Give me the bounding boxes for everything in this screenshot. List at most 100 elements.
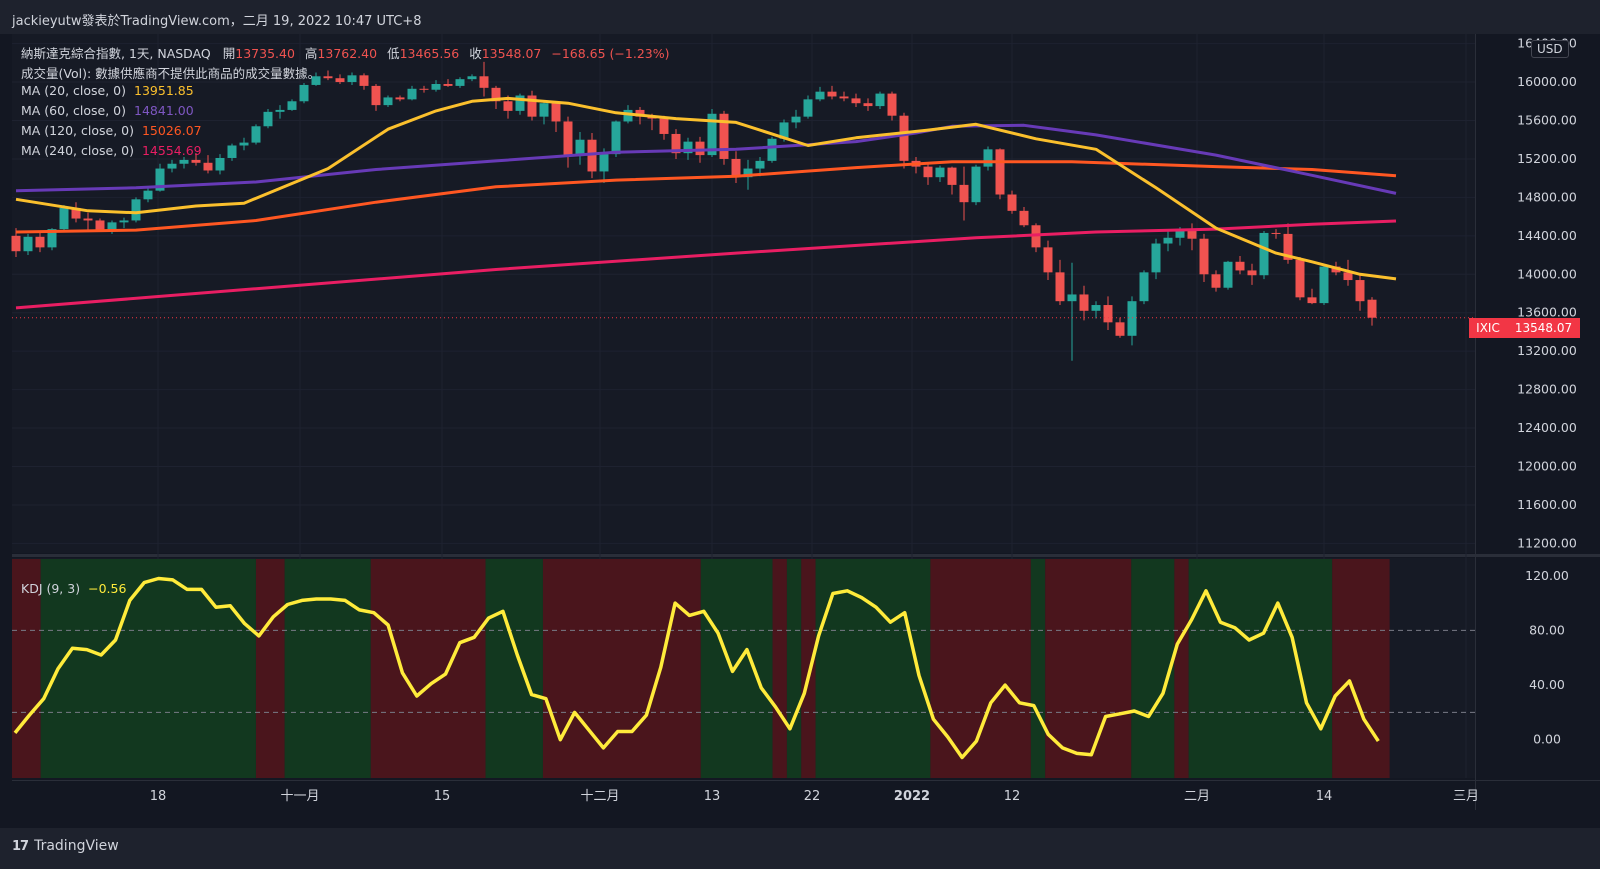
y-tick-label: 11600.00 xyxy=(1517,497,1577,512)
candle-body xyxy=(623,109,633,122)
candle-body xyxy=(1043,247,1053,273)
candle-body xyxy=(455,79,465,86)
candle-body xyxy=(815,91,825,100)
close-value: 13548.07 xyxy=(481,46,542,61)
y-tick-label: 12000.00 xyxy=(1517,459,1577,474)
x-tick-label: 十一月 xyxy=(280,789,319,804)
ma60-legend: MA (60, close, 0) 14841.00 xyxy=(21,103,194,118)
candle-body xyxy=(47,229,57,248)
publisher-bar: jackieyutw發表於TradingView.com，二月 19, 2022… xyxy=(0,0,1600,34)
bull-regime-band xyxy=(1188,559,1333,778)
bull-regime-band xyxy=(815,559,931,778)
volume-note: 成交量(Vol): 數據供應商不提供此商品的成交量數據。 xyxy=(21,66,321,81)
candle-body xyxy=(287,101,297,110)
kdj-y-tick-label: 0.00 xyxy=(1533,732,1561,747)
candle-body xyxy=(371,85,381,106)
candle-body xyxy=(1319,266,1329,304)
bear-regime-band xyxy=(1174,559,1189,778)
currency-button[interactable]: USD xyxy=(1531,40,1569,58)
candle-body xyxy=(1211,274,1221,288)
bear-regime-band xyxy=(370,559,486,778)
candle-body xyxy=(263,111,273,127)
bear-regime-band xyxy=(801,559,816,778)
candle-body xyxy=(947,167,957,185)
candles-group xyxy=(11,61,1377,361)
candle-body xyxy=(1223,261,1233,288)
brand-text: TradingView xyxy=(34,838,119,854)
kdj-y-tick-label: 120.00 xyxy=(1525,568,1569,583)
symbol-legend: 納斯達克綜合指數, 1天, NASDAQ 開13735.40 高13762.40… xyxy=(21,43,670,62)
bear-regime-band xyxy=(1332,559,1390,778)
candle-body xyxy=(299,84,309,102)
y-tick-label: 13600.00 xyxy=(1517,305,1577,320)
last-price-symbol: IXIC xyxy=(1469,318,1507,338)
high-label: 高 xyxy=(304,46,318,61)
x-tick-label: 二月 xyxy=(1184,789,1210,804)
ma120-legend: MA (120, close, 0) 15026.07 xyxy=(21,123,202,138)
candle-body xyxy=(431,83,441,90)
candle-body xyxy=(1367,299,1377,318)
y-tick-label: 15600.00 xyxy=(1517,113,1577,128)
candle-body xyxy=(1067,294,1077,302)
candle-body xyxy=(83,218,93,221)
bear-regime-band xyxy=(542,559,701,778)
candle-body xyxy=(1091,305,1101,311)
y-tick-label: 14000.00 xyxy=(1517,266,1577,281)
candle-body xyxy=(563,121,573,157)
bull-regime-band xyxy=(40,559,256,778)
candle-body xyxy=(923,166,933,178)
candle-body xyxy=(191,159,201,163)
candle-body xyxy=(1115,322,1125,336)
candle-body xyxy=(731,158,741,178)
candle-body xyxy=(611,121,621,155)
ma20-line xyxy=(15,96,1397,281)
candle-body xyxy=(1139,272,1149,302)
candle-body xyxy=(1175,230,1185,238)
candle-body xyxy=(1187,230,1197,239)
bear-regime-band xyxy=(1045,559,1132,778)
x-tick-label: 12 xyxy=(1004,789,1021,804)
x-tick-label: 13 xyxy=(704,789,721,804)
kdj-y-tick-label: 40.00 xyxy=(1529,677,1565,692)
candle-body xyxy=(1127,301,1137,336)
kdj-y-tick-label: 80.00 xyxy=(1529,622,1565,637)
candle-body xyxy=(131,199,141,221)
x-tick-label: 2022 xyxy=(894,789,930,804)
candle-body xyxy=(11,235,21,252)
bear-regime-band xyxy=(255,559,285,778)
candle-body xyxy=(239,142,249,146)
x-tick-label: 18 xyxy=(150,789,167,804)
candle-body xyxy=(407,88,417,100)
x-tick-label: 十二月 xyxy=(580,789,619,804)
tradingview-brand[interactable]: 17 TradingView xyxy=(12,838,119,854)
candle-body xyxy=(527,95,537,117)
last-price-value: 13548.07 xyxy=(1507,318,1580,338)
x-tick-label: 三月 xyxy=(1453,789,1479,804)
candle-body xyxy=(683,141,693,154)
candle-body xyxy=(311,76,321,85)
kdj-label: KDJ (9, 3) xyxy=(21,581,81,596)
ma20-value: 13951.85 xyxy=(134,83,194,98)
candle-body xyxy=(395,97,405,100)
candle-body xyxy=(479,76,489,88)
y-tick-label: 11200.00 xyxy=(1517,535,1577,550)
kdj-legend: KDJ (9, 3) −0.56 xyxy=(21,581,126,596)
candle-body xyxy=(1247,270,1257,276)
candle-body xyxy=(551,103,561,122)
candle-body xyxy=(1307,297,1317,304)
open-value: 13735.40 xyxy=(235,46,295,61)
candle-body xyxy=(983,149,993,167)
low-value: 13465.56 xyxy=(399,46,460,61)
candle-body xyxy=(347,75,357,83)
main-pane-bg xyxy=(12,34,1475,553)
candle-body xyxy=(539,103,549,117)
ma60-value: 14841.00 xyxy=(134,103,194,118)
candle-body xyxy=(719,113,729,159)
candle-body xyxy=(887,93,897,116)
candle-body xyxy=(1163,237,1173,244)
candle-body xyxy=(143,190,153,200)
candle-body xyxy=(467,76,477,80)
candle-body xyxy=(227,145,237,158)
candle-body xyxy=(659,118,669,134)
